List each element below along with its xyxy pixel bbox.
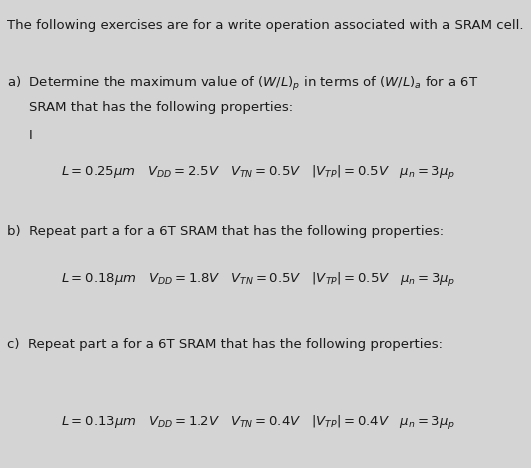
Text: SRAM that has the following properties:: SRAM that has the following properties:: [29, 101, 293, 114]
Text: c)  Repeat part a for a 6T SRAM that has the following properties:: c) Repeat part a for a 6T SRAM that has …: [7, 338, 443, 351]
Text: b)  Repeat part a for a 6T SRAM that has the following properties:: b) Repeat part a for a 6T SRAM that has …: [7, 225, 444, 238]
Text: $L = 0.18\mu m$   $V_{DD} = 1.8V$   $V_{TN} = 0.5V$   $|V_{TP}| = 0.5V$   $\mu_n: $L = 0.18\mu m$ $V_{DD} = 1.8V$ $V_{TN} …: [61, 271, 456, 289]
Text: The following exercises are for a write operation associated with a SRAM cell.: The following exercises are for a write …: [7, 19, 524, 32]
Text: $L = 0.13\mu m$   $V_{DD} = 1.2V$   $V_{TN} = 0.4V$   $|V_{TP}| = 0.4V$   $\mu_n: $L = 0.13\mu m$ $V_{DD} = 1.2V$ $V_{TN} …: [61, 414, 455, 432]
Text: $L = 0.25\mu m$   $V_{DD} = 2.5V$   $V_{TN} = 0.5V$   $|V_{TP}| = 0.5V$   $\mu_n: $L = 0.25\mu m$ $V_{DD} = 2.5V$ $V_{TN} …: [61, 164, 455, 182]
Text: I: I: [29, 129, 33, 142]
Text: a)  Determine the maximum value of $(W/L)_p$ in terms of $(W/L)_a$ for a 6T: a) Determine the maximum value of $(W/L)…: [7, 75, 478, 93]
